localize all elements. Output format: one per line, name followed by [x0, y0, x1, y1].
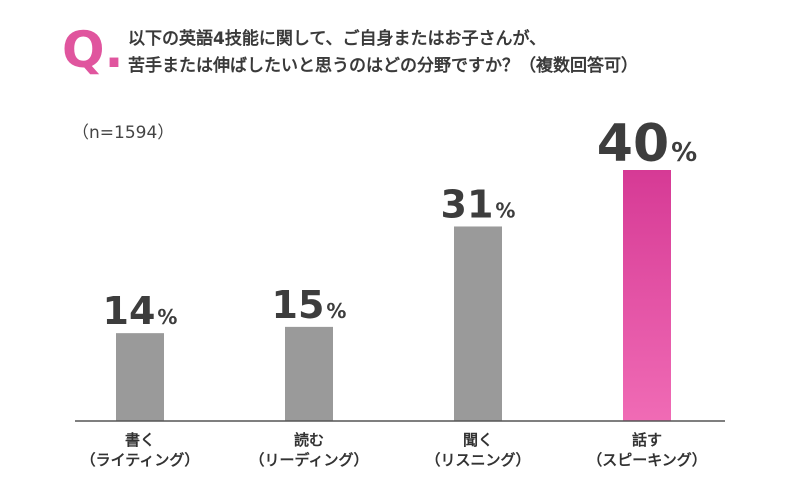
- data-label: 15%: [272, 283, 347, 327]
- category-label: （リスニング）: [425, 451, 530, 469]
- category-label: 書く: [125, 431, 155, 449]
- bar: [285, 326, 333, 421]
- bar: [116, 333, 164, 421]
- question-line-2: 苦手または伸ばしたいと思うのはどの分野ですか？（複数回答可）: [128, 56, 638, 76]
- question-text: 以下の英語4技能に関して、ご自身またはお子さんが、 苦手または伸ばしたいと思うの…: [128, 26, 788, 80]
- question-mark: Q.: [62, 21, 124, 79]
- category-label: 読む: [294, 431, 324, 449]
- question-line-1: 以下の英語4技能に関して、ご自身またはお子さんが、: [128, 29, 547, 49]
- sample-size: （n=1594）: [72, 123, 175, 143]
- data-label: 31%: [441, 182, 516, 226]
- bar: [623, 170, 671, 421]
- bar: [454, 226, 502, 421]
- category-label: 聞く: [463, 431, 493, 449]
- category-label: 話す: [632, 431, 662, 449]
- category-label: （リーディング）: [250, 451, 369, 469]
- data-label: 14%: [103, 289, 178, 333]
- data-label: 40%: [597, 114, 697, 174]
- category-label: （スピーキング）: [587, 451, 707, 469]
- category-label: （ライティング）: [81, 451, 200, 469]
